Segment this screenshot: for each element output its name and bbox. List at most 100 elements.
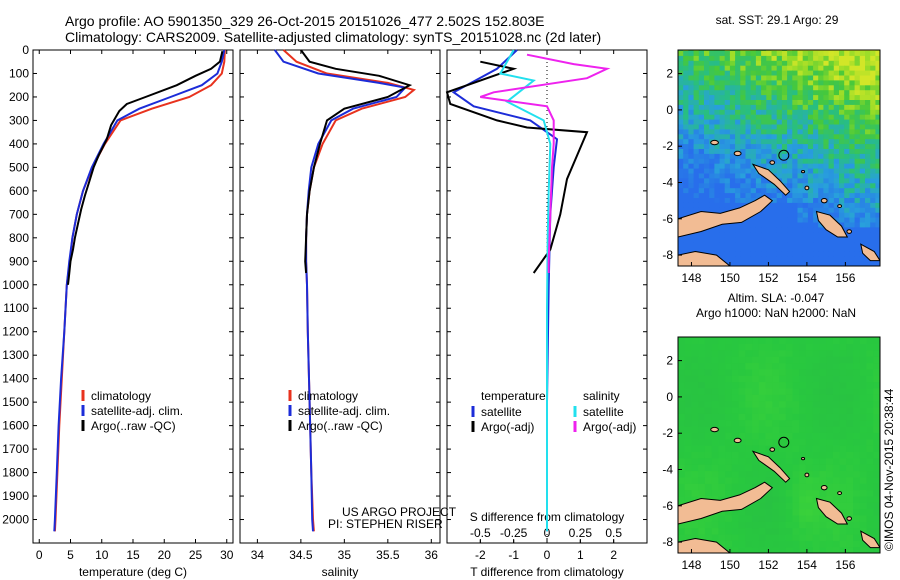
field-cell <box>688 84 695 91</box>
field-cell <box>683 192 689 198</box>
field-cell <box>765 349 773 357</box>
field-cell <box>849 89 856 96</box>
field-cell <box>802 212 809 218</box>
field-cell <box>839 476 847 484</box>
field-cell <box>865 60 871 66</box>
field-cell <box>704 128 710 135</box>
field-cell <box>787 60 793 66</box>
island <box>820 484 828 491</box>
field-cell <box>750 74 757 81</box>
field-cell <box>839 163 845 169</box>
field-cell <box>755 246 762 252</box>
field-cell <box>688 143 695 149</box>
field-cell <box>688 197 695 203</box>
field-cell <box>797 246 804 252</box>
field-cell <box>833 163 840 169</box>
field-cell <box>870 114 876 120</box>
field-cell <box>828 251 835 257</box>
field-cell <box>718 514 726 522</box>
field-cell <box>819 445 827 452</box>
field-cell <box>875 148 880 154</box>
field-cell <box>693 133 700 140</box>
field-cell <box>792 387 800 395</box>
field-cell <box>787 148 793 154</box>
field-cell <box>693 138 700 145</box>
map-x-tick-label: 152 <box>758 271 778 285</box>
field-cell <box>688 89 695 96</box>
field-cell <box>853 483 861 491</box>
field-cell <box>724 55 731 61</box>
map-y-tick-label: -8 <box>662 535 673 549</box>
field-cell <box>750 187 757 194</box>
field-cell <box>709 182 715 189</box>
field-cell <box>870 163 876 169</box>
field-cell <box>678 168 684 174</box>
field-cell <box>807 182 814 189</box>
field-cell <box>771 55 778 61</box>
field-cell <box>698 94 705 100</box>
field-cell <box>678 406 686 414</box>
field-cell <box>709 74 715 81</box>
field-cell <box>797 143 804 149</box>
temperature-xlabel: temperature (deg C) <box>79 565 187 579</box>
legend-label: Argo(-adj) <box>583 420 636 434</box>
field-cell <box>698 60 705 66</box>
field-cell <box>799 470 807 478</box>
field-cell <box>698 413 706 421</box>
field-cell <box>826 381 834 389</box>
field-cell <box>812 489 820 497</box>
field-cell <box>875 70 880 76</box>
field-cell <box>750 261 757 266</box>
field-cell <box>813 168 819 174</box>
field-cell <box>693 182 700 189</box>
field-cell <box>693 114 700 120</box>
field-cell <box>704 94 710 100</box>
field-cell <box>698 177 705 184</box>
field-cell <box>725 457 733 465</box>
field-cell <box>807 143 814 149</box>
field-cell <box>776 261 783 266</box>
field-cell <box>812 533 820 541</box>
field-cell <box>818 221 824 228</box>
field-cell <box>750 128 757 135</box>
field-cell <box>799 438 807 446</box>
x-tick-label: 25 <box>189 548 203 562</box>
field-cell <box>758 375 767 383</box>
field-cell <box>729 251 736 257</box>
field-cell <box>684 476 692 484</box>
field-cell <box>866 343 874 351</box>
field-cell <box>738 375 746 383</box>
field-cell <box>740 143 747 149</box>
field-cell <box>765 337 773 344</box>
field-cell <box>865 50 871 56</box>
field-cell <box>873 445 880 452</box>
field-cell <box>765 514 773 522</box>
field-cell <box>755 79 762 86</box>
field-cell <box>792 246 799 252</box>
field-cell <box>750 241 757 247</box>
field-cell <box>678 432 686 440</box>
field-cell <box>826 413 834 421</box>
field-cell <box>805 425 814 433</box>
field-cell <box>873 413 880 421</box>
field-cell <box>880 362 887 369</box>
field-cell <box>846 508 854 516</box>
field-cell <box>844 207 850 213</box>
field-cell <box>745 104 752 110</box>
field-cell <box>731 508 740 516</box>
field-cell <box>854 143 861 149</box>
field-cell <box>755 74 762 81</box>
field-cell <box>826 451 834 459</box>
field-cell <box>818 55 824 61</box>
field-cell <box>799 337 807 344</box>
field-cell <box>731 362 740 370</box>
field-cell <box>758 514 767 522</box>
field-cell <box>709 99 715 105</box>
field-cell <box>785 445 793 452</box>
field-cell <box>859 508 868 516</box>
field-cell <box>854 148 861 154</box>
field-cell <box>797 99 804 105</box>
field-cell <box>776 231 783 238</box>
field-cell <box>833 212 840 218</box>
field-cell <box>826 387 834 395</box>
